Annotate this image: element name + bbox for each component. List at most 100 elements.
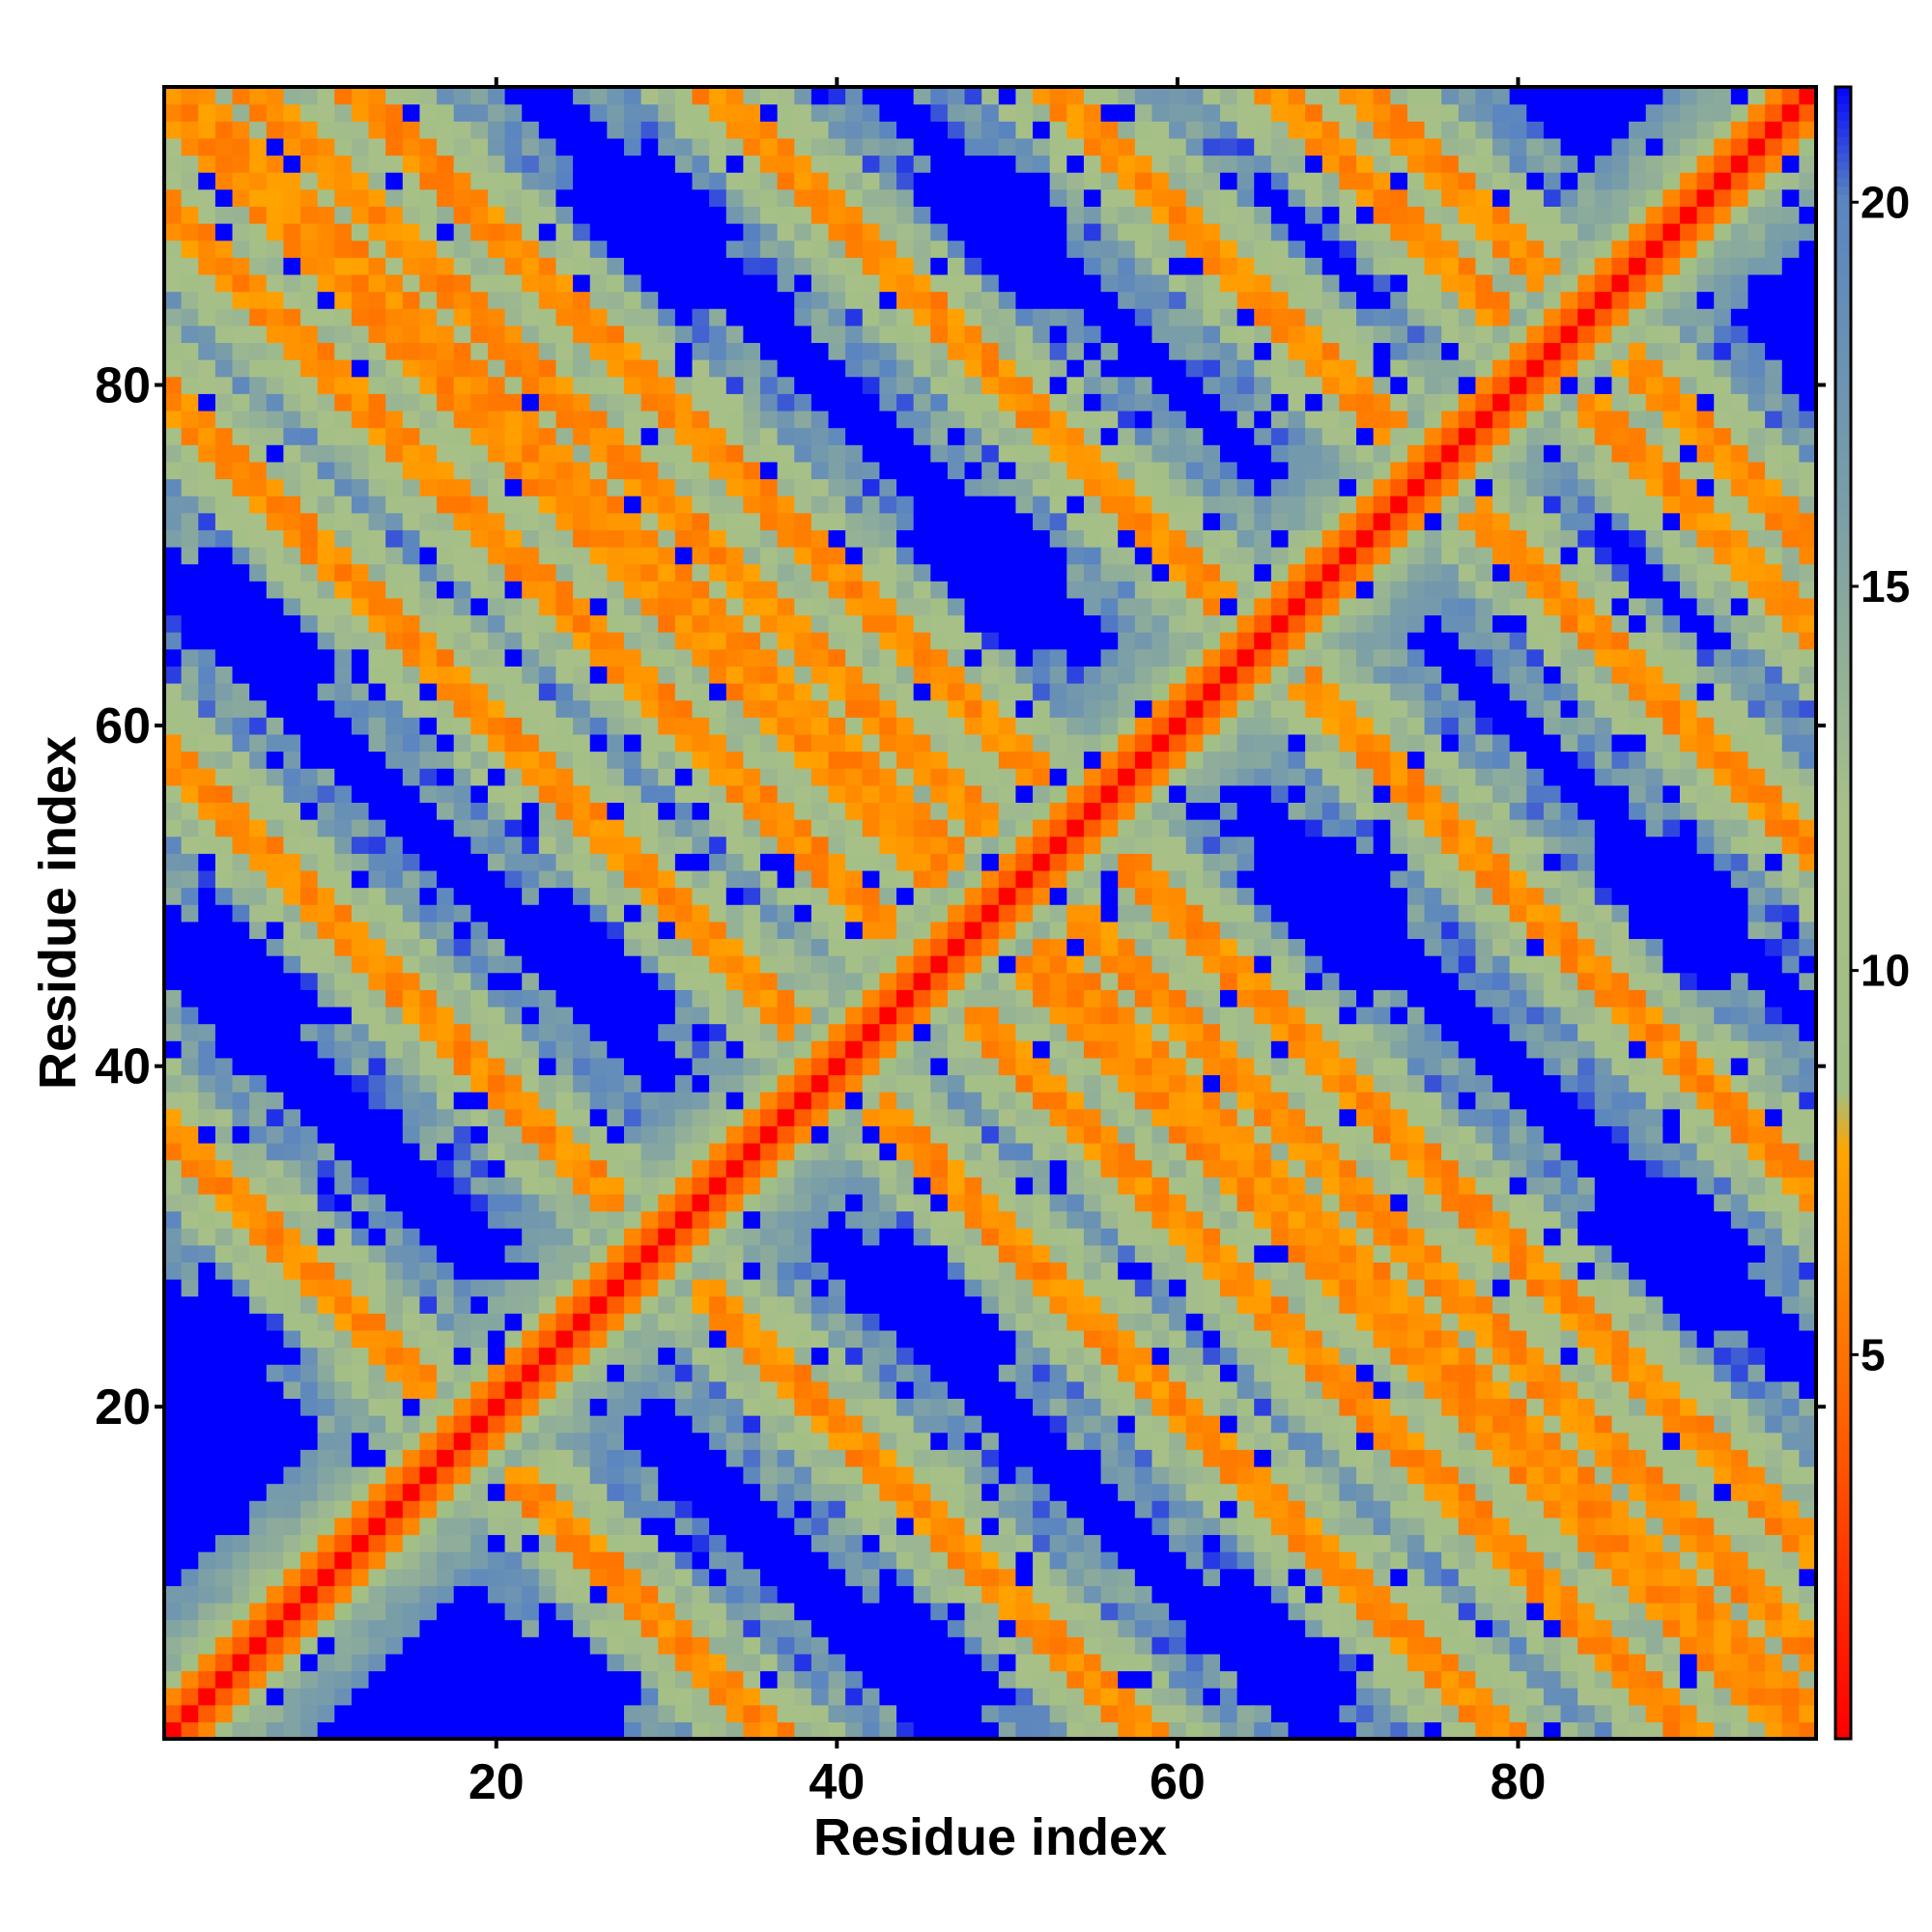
heatmap-cell [419,648,438,667]
heatmap-cell [351,308,370,327]
heatmap-cell [402,512,421,530]
heatmap-cell [419,1040,438,1059]
heatmap-cell [453,869,471,889]
heatmap-cell [538,1228,557,1246]
heatmap-cell [981,802,1000,820]
heatmap-cell [760,121,779,139]
heatmap-cell [283,1193,301,1212]
heatmap-cell [964,172,982,190]
heatmap-cell [300,478,319,497]
heatmap-cell [692,819,710,838]
heatmap-cell [607,427,625,445]
heatmap-cell [470,887,489,905]
heatmap-cell [777,1551,795,1570]
heatmap-cell [402,1364,421,1382]
heatmap-cell [862,1193,881,1212]
heatmap-cell [896,733,915,753]
heatmap-cell [828,1721,846,1740]
heatmap-cell [368,1619,386,1637]
heatmap-cell [845,1244,864,1263]
heatmap-cell [555,529,574,548]
heatmap-cell [607,632,625,650]
heatmap-cell [300,1279,319,1297]
heatmap-cell [828,410,846,429]
heatmap-cell [896,1670,915,1689]
heatmap-cell [487,512,506,530]
heatmap-cell [760,1534,779,1552]
heatmap-cell [453,1585,471,1604]
heatmap-cell [743,1177,761,1195]
heatmap-cell [351,853,370,871]
heatmap-cell [913,1534,931,1552]
heatmap-cell [964,1602,982,1621]
heatmap-cell [777,1006,795,1025]
heatmap-cell [725,1092,744,1110]
heatmap-cell [164,1159,183,1178]
heatmap-cell [470,1074,489,1093]
heatmap-cell [998,206,1017,224]
heatmap-cell [810,869,830,889]
heatmap-cell [453,1449,471,1467]
heatmap-cell [709,1210,727,1229]
heatmap-cell [437,802,455,820]
heatmap-cell [164,955,183,974]
heatmap-cell [930,478,949,497]
heatmap-cell [981,1568,1000,1586]
heatmap-cell [317,188,335,207]
heatmap-cell [640,257,659,275]
heatmap-cell [862,1313,881,1331]
heatmap-cell [658,1006,676,1025]
heatmap-cell [214,581,234,599]
heatmap-cell [674,921,694,940]
heatmap-cell [249,1142,268,1161]
heatmap-cell [504,869,523,889]
heatmap-cell [1033,1432,1051,1450]
heatmap-cell [760,1347,779,1365]
heatmap-cell [692,648,710,667]
heatmap-cell [964,1704,982,1722]
heatmap-cell [640,887,659,905]
heatmap-cell [232,393,250,412]
heatmap-cell [640,972,659,990]
heatmap-cell [214,1653,234,1672]
heatmap-cell [930,1364,949,1382]
heatmap-cell [743,733,761,753]
heatmap-cell [998,1244,1017,1263]
heatmap-cell [522,1228,540,1246]
heatmap-cell [164,273,183,293]
heatmap-cell [658,1210,676,1229]
heatmap-cell [674,699,694,718]
heatmap-cell [879,1602,897,1621]
heatmap-cell [658,989,676,1008]
heatmap-cell [845,648,864,667]
heatmap-cell [947,1568,966,1586]
heatmap-cell [164,1551,183,1570]
heatmap-cell [998,1602,1017,1621]
heatmap-cell [1033,1534,1051,1552]
heatmap-cell [181,768,199,786]
heatmap-cell [232,376,250,394]
heatmap-cell [453,427,471,445]
heatmap-cell [998,733,1017,753]
heatmap-cell [164,1228,183,1246]
heatmap-cell [385,1432,404,1450]
heatmap-cell [658,240,676,258]
heatmap-cell [879,1125,897,1144]
heatmap-cell [283,683,301,701]
heatmap-cell [453,751,471,769]
heatmap-cell [437,223,455,242]
heatmap-cell [589,699,608,718]
heatmap-cell [879,1398,897,1416]
heatmap-cell [709,717,727,735]
heatmap-cell [1015,291,1034,309]
heatmap-cell [232,1347,250,1365]
heatmap-cell [913,1517,931,1536]
heatmap-cell [913,1006,931,1025]
heatmap-cell [300,1585,319,1604]
heatmap-cell [181,904,199,923]
heatmap-cell [487,546,506,565]
heatmap-cell [930,1465,949,1485]
heatmap-cell [692,1262,710,1280]
heatmap-cell [589,1006,608,1025]
heatmap-cell [1015,1279,1034,1297]
